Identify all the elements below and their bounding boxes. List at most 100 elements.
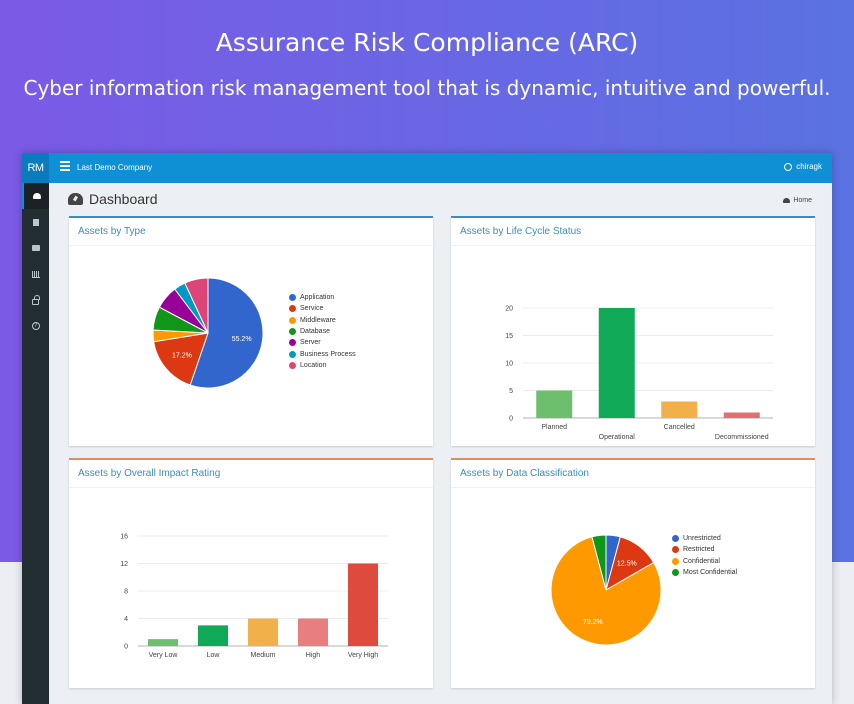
app-logo[interactable]: RM [22,153,49,183]
box-title: Assets by Type [69,218,433,246]
legend-label: Unrestricted [683,535,721,543]
assets-by-lifecycle-chart: 0 5 10 15 20 Planned Operational Cancelled Decom… [505,306,773,441]
bar-operational[interactable] [598,308,635,418]
bar-very-high[interactable] [348,563,378,647]
sidebar-item-briefcase[interactable] [22,235,49,261]
legend-label: Application [300,294,335,302]
legend-item-unrestricted[interactable]: Unrestricted [672,533,737,544]
pie-data-label: 55.2% [232,336,252,343]
page-header: Dashboard [68,191,158,207]
legend-item-most-confidential[interactable]: Most Confidential [672,567,737,578]
book-icon [32,218,39,226]
legend-item-application[interactable]: Application [289,292,356,303]
breadcrumb[interactable]: Home [783,197,812,204]
legend-label: Location [300,361,327,369]
legend-swatch [289,305,296,313]
hero-subtitle: Cyber information risk management tool t… [23,76,831,100]
bar-low[interactable] [198,625,228,646]
bar-medium[interactable] [248,618,278,647]
legend-item-business-process[interactable]: Business Process [289,348,356,359]
sidebar-item-reports[interactable] [22,261,49,287]
y-tick-label: 12 [120,561,128,568]
pie-data-label: 17.2% [172,352,192,359]
legend-swatch [289,361,296,369]
assets-by-impact-chart: 0 4 8 12 16 Very Low Low Medium High Very High [120,534,388,659]
y-tick-label: 15 [505,333,513,340]
bar-very-low[interactable] [148,639,178,646]
box-title: Assets by Data Classification [451,460,815,488]
assets-by-classification-box: Assets by Data Classification 12.5% 79.2%… [451,458,815,688]
legend-item-middleware[interactable]: Middleware [289,315,356,326]
legend-label: Restricted [683,546,715,554]
sidebar-item-dashboard[interactable] [22,183,49,209]
sidebar-item-book[interactable] [22,209,49,235]
chart-legend: Application Service Middleware Database Serv… [289,292,356,371]
box-title: Assets by Life Cycle Status [451,218,815,246]
legend-swatch [289,294,296,302]
user-menu[interactable]: chiragk [784,162,822,171]
dashboard-icon [783,198,791,203]
legend-label: Database [300,328,330,336]
y-tick-label: 5 [509,388,513,395]
assets-by-lifecycle-box: Assets by Life Cycle Status 0 5 10 15 20 Plan… [451,216,815,446]
legend-swatch [289,316,296,324]
legend-item-server[interactable]: Server [289,337,356,348]
y-tick-label: 20 [505,306,513,313]
sidebar-item-security[interactable] [22,287,49,313]
y-tick-label: 10 [505,361,513,368]
lock-icon [32,294,40,305]
sidebar: ? [22,183,49,704]
bar-decommissioned[interactable] [723,412,760,419]
legend-label: Confidential [683,557,720,565]
assets-by-type-chart: 55.2% 17.2% [152,277,264,389]
pie-data-label: 79.2% [583,619,603,626]
help-icon: ? [31,322,40,330]
legend-item-service[interactable]: Service [289,303,356,314]
legend-swatch [672,535,679,543]
user-icon [784,162,793,171]
bar-planned[interactable] [536,390,573,419]
x-tick-label: Very Low [149,652,179,659]
breadcrumb-home: Home [793,197,812,204]
pie-slice-service[interactable] [153,332,209,386]
menu-toggle-icon[interactable] [60,161,70,173]
x-tick-label: Very High [348,652,378,659]
x-tick-label: Medium [251,652,276,659]
x-tick-label: Cancelled [664,424,695,431]
assets-by-impact-box: Assets by Overall Impact Rating 0 4 8 12 16 V… [69,458,433,688]
bar-high[interactable] [298,618,328,647]
x-tick-label: High [306,652,321,659]
y-tick-label: 0 [509,416,513,423]
pie-slice-confidential[interactable] [550,536,662,646]
page-title: Dashboard [89,191,158,207]
legend-item-database[interactable]: Database [289,326,356,337]
legend-swatch [289,350,296,358]
dashboard-icon [68,193,83,205]
assets-by-classification-chart: 12.5% 79.2% [550,534,662,646]
y-tick-label: 4 [124,616,128,623]
legend-label: Most Confidential [683,569,738,577]
legend-item-restricted[interactable]: Restricted [672,544,737,555]
hero-title: Assurance Risk Compliance (ARC) [215,28,639,57]
box-title: Assets by Overall Impact Rating [69,460,433,488]
dashboard-icon [32,193,41,199]
sidebar-item-help[interactable]: ? [22,313,49,339]
y-tick-label: 0 [124,644,128,651]
legend-item-location[interactable]: Location [289,360,356,371]
legend-item-confidential[interactable]: Confidential [672,556,737,567]
user-name: chiragk [796,162,822,171]
legend-label: Service [300,305,324,313]
legend-swatch [672,546,679,554]
pie-slice-location[interactable] [184,277,209,334]
legend-swatch [289,339,296,347]
company-name[interactable]: Last Demo Company [77,163,153,172]
app-window: RM Last Demo Company chiragk ? Dashboard… [22,153,832,704]
x-tick-label: Low [207,652,221,659]
chart-legend: Unrestricted Restricted Confidential Most C… [672,533,737,578]
x-tick-label: Decommissioned [715,434,769,441]
pie-slice-most-confidential[interactable] [591,534,607,591]
y-tick-label: 8 [124,589,128,596]
bar-cancelled[interactable] [661,401,698,419]
bar-chart-icon [31,270,40,278]
legend-label: Middleware [300,316,336,324]
